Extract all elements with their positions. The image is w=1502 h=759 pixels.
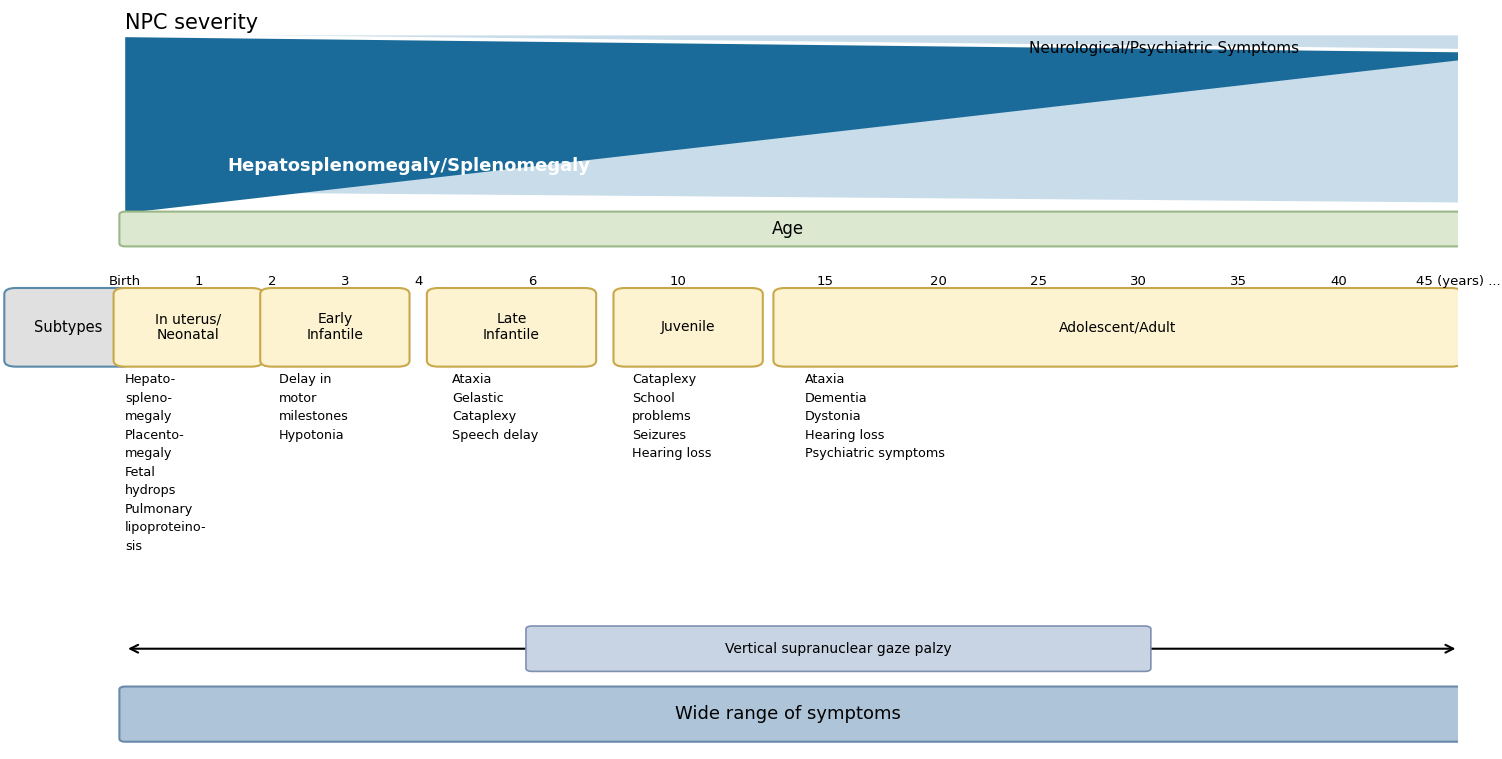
FancyBboxPatch shape	[774, 288, 1463, 367]
FancyBboxPatch shape	[427, 288, 596, 367]
Text: 6: 6	[527, 276, 536, 288]
Text: Ataxia
Dementia
Dystonia
Hearing loss
Psychiatric symptoms: Ataxia Dementia Dystonia Hearing loss Ps…	[805, 373, 945, 461]
Text: Wide range of symptoms: Wide range of symptoms	[676, 705, 901, 723]
FancyBboxPatch shape	[5, 288, 132, 367]
Text: Neurological/Psychiatric Symptoms: Neurological/Psychiatric Symptoms	[1029, 42, 1299, 56]
Text: 10: 10	[670, 276, 686, 288]
FancyBboxPatch shape	[260, 288, 410, 367]
Text: Birth: Birth	[110, 276, 141, 288]
Text: In uterus/
Neonatal: In uterus/ Neonatal	[155, 312, 221, 342]
FancyBboxPatch shape	[114, 288, 263, 367]
Text: Subtypes: Subtypes	[35, 320, 102, 335]
Text: 25: 25	[1030, 276, 1047, 288]
Text: Delay in
motor
milestones
Hypotonia: Delay in motor milestones Hypotonia	[278, 373, 348, 442]
Text: NPC severity: NPC severity	[125, 13, 258, 33]
Text: 30: 30	[1130, 276, 1148, 288]
Text: Adolescent/Adult: Adolescent/Adult	[1059, 320, 1176, 334]
Text: Vertical supranuclear gaze palzy: Vertical supranuclear gaze palzy	[725, 641, 952, 656]
Text: 20: 20	[930, 276, 946, 288]
Text: 15: 15	[817, 276, 834, 288]
Text: Juvenile: Juvenile	[661, 320, 715, 334]
Text: Hepatosplenomegaly/Splenomegaly: Hepatosplenomegaly/Splenomegaly	[227, 157, 590, 175]
Text: Cataplexy
School
problems
Seizures
Hearing loss: Cataplexy School problems Seizures Heari…	[632, 373, 712, 461]
Text: 1: 1	[194, 276, 203, 288]
FancyBboxPatch shape	[613, 288, 763, 367]
Text: 45 (years) ...: 45 (years) ...	[1416, 276, 1500, 288]
Text: 40: 40	[1329, 276, 1347, 288]
Polygon shape	[125, 36, 1458, 213]
Text: Hepato-
splenо-
megaly
Placentо-
megaly
Fetal
hydrops
Pulmonary
lipoproteino-
si: Hepato- splenо- megaly Placentо- megaly …	[125, 373, 207, 553]
FancyBboxPatch shape	[119, 212, 1464, 247]
Text: 3: 3	[341, 276, 350, 288]
Text: Early
Infantile: Early Infantile	[306, 312, 363, 342]
Polygon shape	[125, 36, 1458, 203]
Text: 35: 35	[1230, 276, 1247, 288]
Text: Late
Infantile: Late Infantile	[484, 312, 539, 342]
Text: 2: 2	[267, 276, 276, 288]
Text: Age: Age	[772, 220, 804, 238]
FancyBboxPatch shape	[526, 626, 1151, 672]
Text: Ataxia
Gelastic
Cataplexy
Speech delay: Ataxia Gelastic Cataplexy Speech delay	[452, 373, 538, 442]
FancyBboxPatch shape	[119, 687, 1464, 742]
Text: 4: 4	[415, 276, 422, 288]
